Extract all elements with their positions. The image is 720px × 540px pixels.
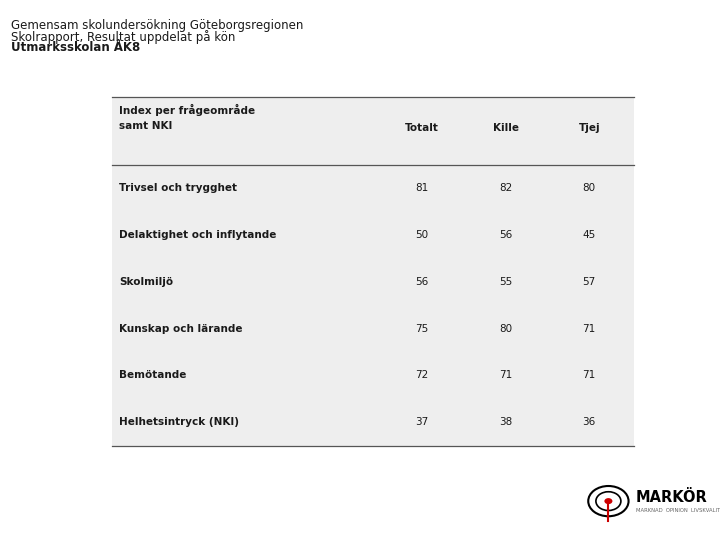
Text: Skolmiljö: Skolmiljö <box>119 277 173 287</box>
Text: 80: 80 <box>582 184 595 193</box>
Text: 72: 72 <box>415 370 429 380</box>
Text: 71: 71 <box>582 323 596 334</box>
Text: 57: 57 <box>582 277 596 287</box>
Text: Delaktighet och inflytande: Delaktighet och inflytande <box>119 230 276 240</box>
Text: 80: 80 <box>499 323 512 334</box>
Text: 55: 55 <box>499 277 513 287</box>
Text: Kunskap och lärande: Kunskap och lärande <box>119 323 243 334</box>
Text: 38: 38 <box>499 417 513 427</box>
Text: Tjej: Tjej <box>578 124 600 133</box>
Text: Utmarksskolan ÅK8: Utmarksskolan ÅK8 <box>11 41 140 54</box>
Text: 45: 45 <box>582 230 596 240</box>
Text: 37: 37 <box>415 417 429 427</box>
Text: Bemötande: Bemötande <box>119 370 186 380</box>
Text: 36: 36 <box>582 417 596 427</box>
Text: MARKNAD  OPINION  LIVSKVALITET: MARKNAD OPINION LIVSKVALITET <box>636 508 720 513</box>
Text: Gemensam skolundersökning Göteborgsregionen: Gemensam skolundersökning Göteborgsregio… <box>11 19 303 32</box>
Text: 71: 71 <box>499 370 513 380</box>
Text: Helhetsintryck (NKI): Helhetsintryck (NKI) <box>119 417 239 427</box>
Text: Skolrapport, Resultat uppdelat på kön: Skolrapport, Resultat uppdelat på kön <box>11 30 235 44</box>
Text: 71: 71 <box>582 370 596 380</box>
Text: Kille: Kille <box>492 124 518 133</box>
Text: 82: 82 <box>499 184 513 193</box>
Text: MARKÖR: MARKÖR <box>636 490 707 505</box>
Text: 56: 56 <box>415 277 429 287</box>
Text: 75: 75 <box>415 323 429 334</box>
Text: 50: 50 <box>415 230 428 240</box>
Text: Index per frågeområde
samt NKI: Index per frågeområde samt NKI <box>119 104 255 131</box>
Text: Trivsel och trygghet: Trivsel och trygghet <box>119 184 237 193</box>
Text: 56: 56 <box>499 230 513 240</box>
Text: 81: 81 <box>415 184 429 193</box>
Text: Totalt: Totalt <box>405 124 439 133</box>
